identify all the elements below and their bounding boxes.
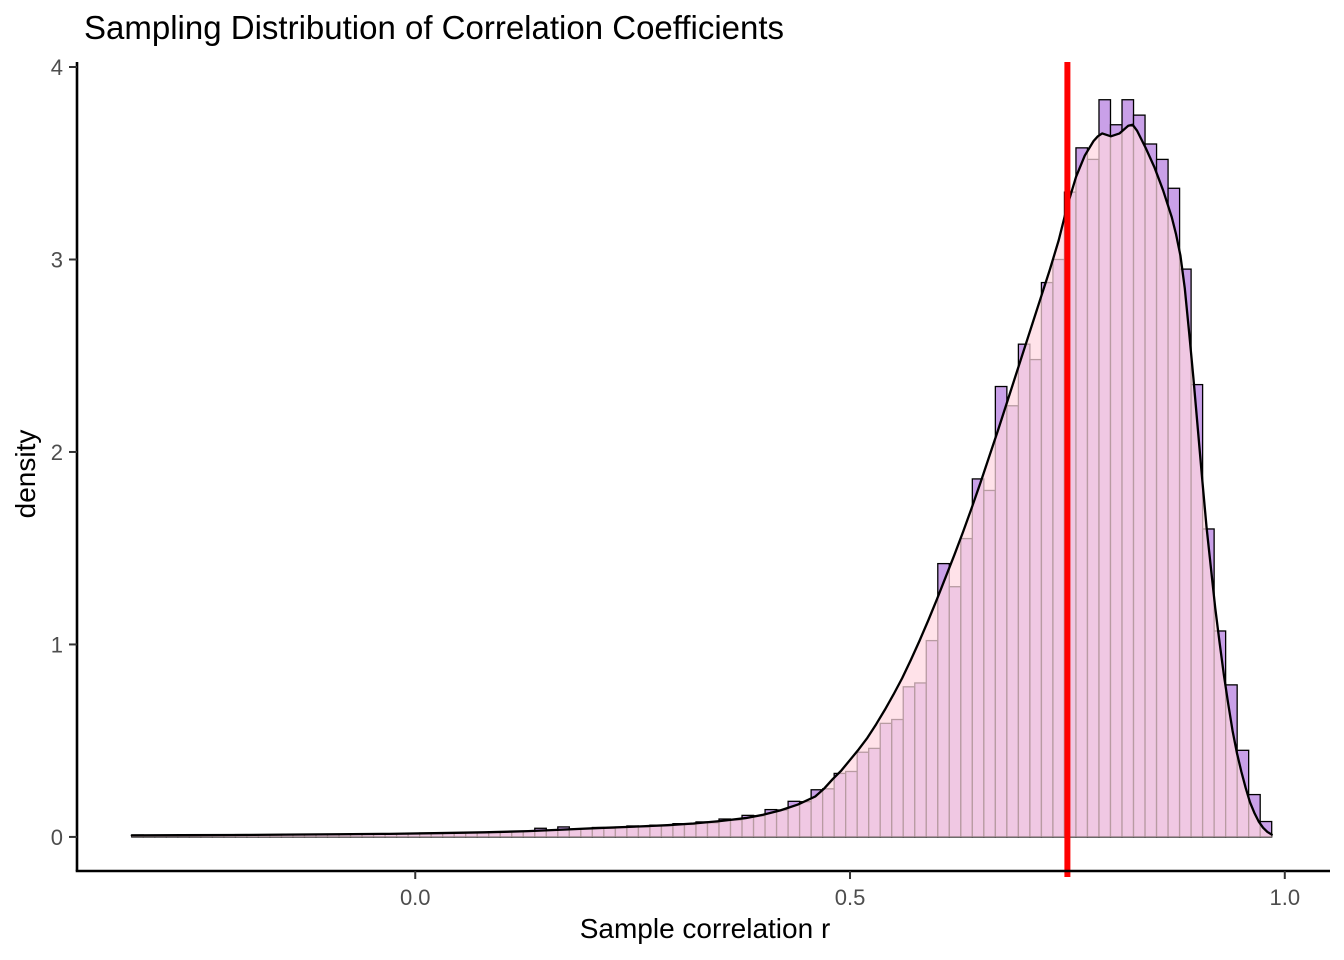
x-axis-title: Sample correlation r <box>579 913 831 944</box>
density-area <box>131 124 1272 837</box>
y-tick-label: 2 <box>51 440 63 465</box>
y-tick-label: 4 <box>51 55 63 80</box>
y-tick-label: 1 <box>51 632 63 657</box>
density-curve-line <box>130 123 1273 837</box>
x-tick-label: 1.0 <box>1269 885 1300 910</box>
x-tick-label: 0.5 <box>835 885 866 910</box>
axes <box>75 62 1330 873</box>
y-tick-label: 0 <box>51 825 63 850</box>
density-curve <box>130 123 1273 837</box>
y-axis-title: density <box>10 429 41 519</box>
ticks-and-labels: 0.0 0.5 1.0 0 1 2 3 4 <box>51 55 1300 910</box>
chart-title: Sampling Distribution of Correlation Coe… <box>84 9 785 46</box>
x-tick-label: 0.0 <box>400 885 431 910</box>
density-area-fill <box>131 124 1272 837</box>
y-tick-label: 3 <box>51 247 63 272</box>
